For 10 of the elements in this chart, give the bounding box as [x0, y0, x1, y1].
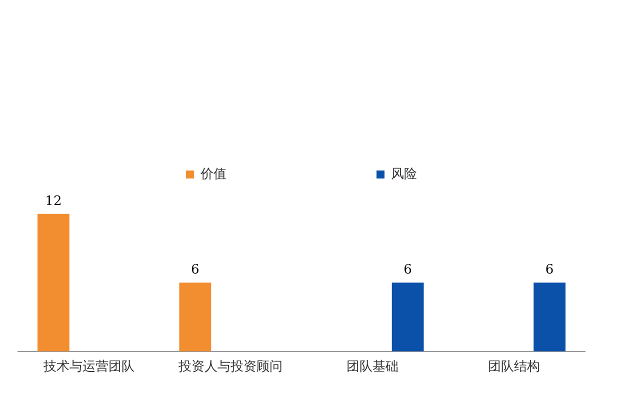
legend-label: 价值 — [200, 166, 226, 182]
data-label: 6 — [545, 262, 554, 278]
x-tick-label: 团队基础 — [346, 360, 398, 375]
x-tick-label: 团队结构 — [488, 360, 540, 375]
data-label: 12 — [45, 194, 62, 209]
data-label: 6 — [191, 262, 200, 278]
x-tick-label: 技术与运营团队 — [42, 360, 134, 375]
data-label: 6 — [404, 262, 412, 278]
legend-label: 风险 — [391, 166, 417, 182]
x-tick-label: 投资人与投资顾问 — [178, 360, 283, 375]
